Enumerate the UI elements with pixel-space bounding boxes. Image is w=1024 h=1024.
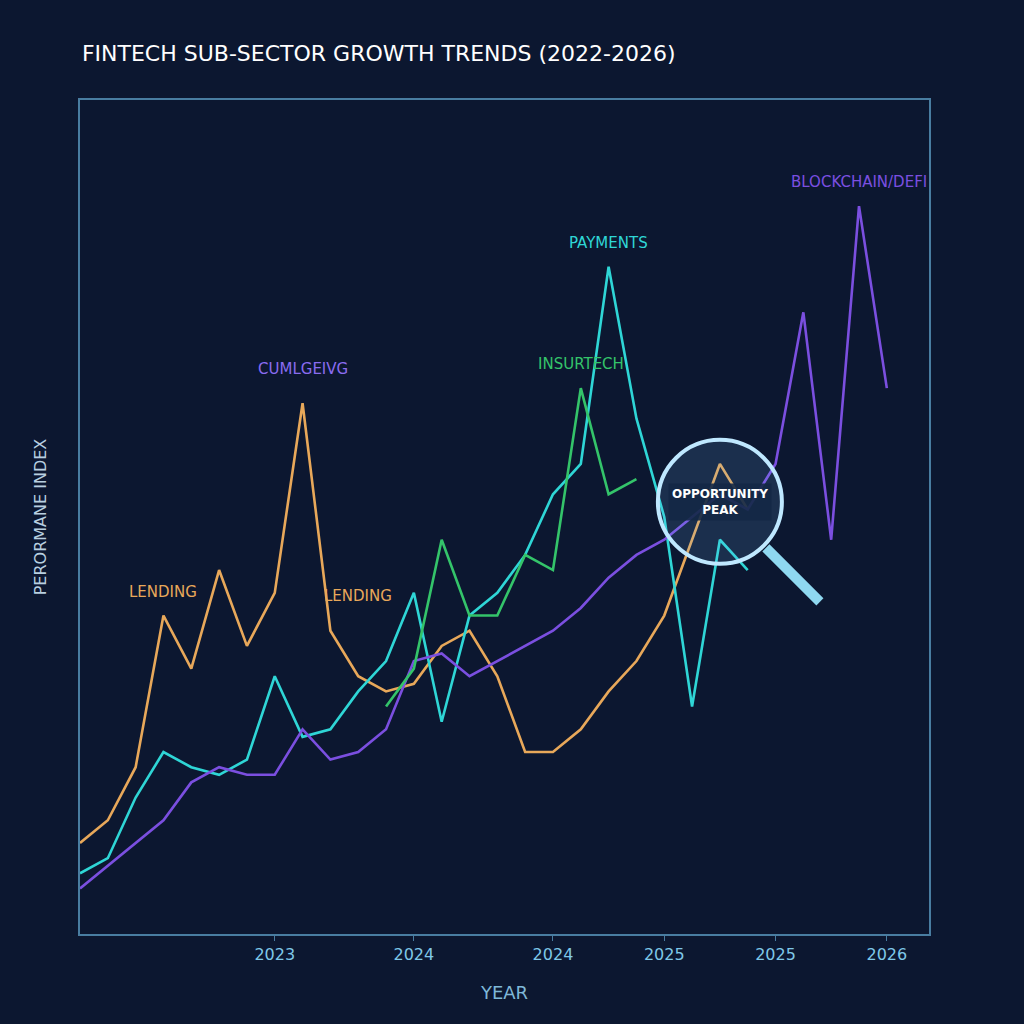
svg-text:YEAR: YEAR [480,982,528,1003]
svg-text:BLOCKCHAIN/DEFI: BLOCKCHAIN/DEFI [791,173,927,191]
svg-text:LENDING: LENDING [324,587,392,605]
svg-text:PAYMENTS: PAYMENTS [569,234,648,252]
svg-text:2023: 2023 [254,945,295,964]
svg-text:INSURTECH: INSURTECH [538,355,624,373]
svg-text:PERORMANE INDEX: PERORMANE INDEX [31,439,50,596]
svg-text:2025: 2025 [755,945,796,964]
svg-text:LENDING: LENDING [129,583,197,601]
svg-text:CUMLGEIVG: CUMLGEIVG [258,360,348,378]
svg-text:2024: 2024 [533,945,574,964]
svg-text:OPPORTUNITYPEAK: OPPORTUNITYPEAK [672,487,768,517]
svg-text:2024: 2024 [394,945,435,964]
svg-text:2025: 2025 [644,945,685,964]
svg-text:2026: 2026 [866,945,907,964]
svg-text:FINTECH SUB-SECTOR GROWTH TREN: FINTECH SUB-SECTOR GROWTH TRENDS (2022-2… [82,41,676,66]
